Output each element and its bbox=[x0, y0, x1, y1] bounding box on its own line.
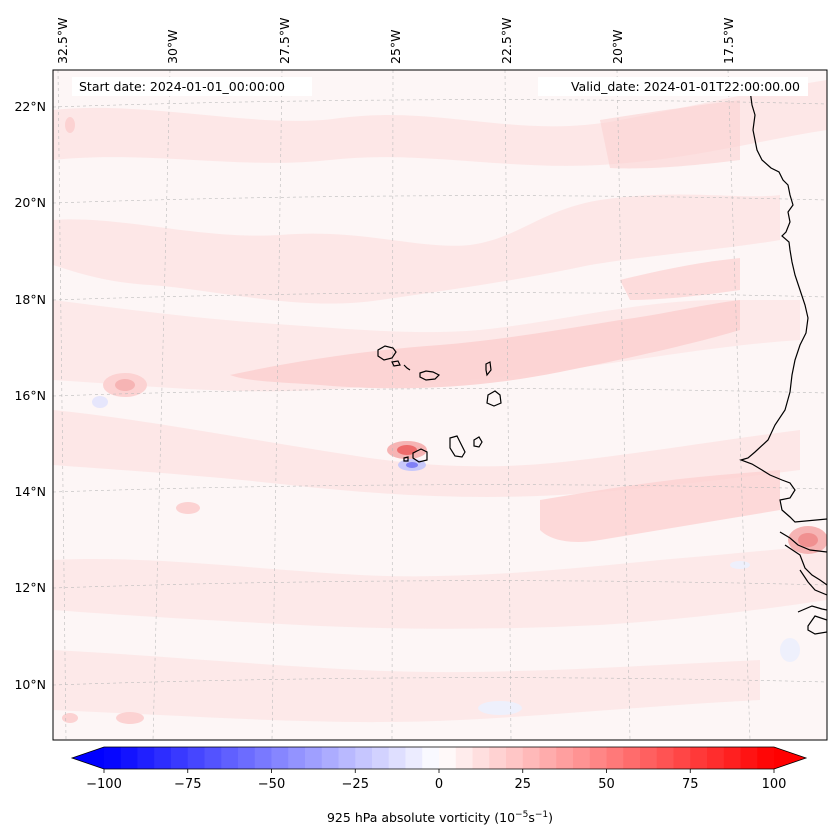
map-background bbox=[53, 70, 827, 740]
start-date-box bbox=[72, 77, 312, 96]
colorbar-segment bbox=[104, 747, 122, 769]
colorbar-segment bbox=[740, 747, 758, 769]
colorbar-segment bbox=[321, 747, 339, 769]
valid-date-box bbox=[538, 77, 808, 96]
colorbar-segment bbox=[271, 747, 289, 769]
colorbar-segment bbox=[640, 747, 658, 769]
colorbar-segment bbox=[120, 747, 138, 769]
colorbar-segment bbox=[254, 747, 272, 769]
colorbar-segment bbox=[238, 747, 256, 769]
colorbar-segment bbox=[355, 747, 373, 769]
start-date-label: Start date: 2024-01-01_00:00:00 bbox=[79, 79, 285, 94]
colorbar-segment bbox=[405, 747, 423, 769]
colorbar-tick-label: −75 bbox=[174, 777, 201, 792]
colorbar-segment bbox=[221, 747, 239, 769]
colorbar-tick-label: 100 bbox=[762, 777, 787, 792]
lon-label-22-5w: 22.5°W bbox=[499, 18, 514, 64]
colorbar-segment bbox=[606, 747, 624, 769]
cape-verde-islands bbox=[377, 345, 502, 463]
colorbar-extend-min bbox=[72, 747, 104, 769]
lon-label-27-5w: 27.5°W bbox=[277, 18, 292, 64]
colorbar-segment bbox=[288, 747, 306, 769]
colorbar-extend-max bbox=[774, 747, 806, 769]
lon-label-20w: 20°W bbox=[610, 29, 625, 64]
colorbar-segment bbox=[723, 747, 741, 769]
colorbar-segment bbox=[556, 747, 574, 769]
colorbar-segment bbox=[489, 747, 507, 769]
colorbar-tick-label: 25 bbox=[514, 777, 531, 792]
lat-label-16n: 16°N bbox=[14, 388, 46, 403]
colorbar-segment bbox=[757, 747, 775, 769]
lon-label-25w: 25°W bbox=[388, 29, 403, 64]
colorbar: −100 −75 −50 −25 0 25 50 75 100 925 hPa absolute… bbox=[70, 746, 808, 825]
lon-label-32-5w: 32.5°W bbox=[55, 18, 70, 64]
colorbar-segment bbox=[154, 747, 172, 769]
colorbar-segment bbox=[187, 747, 205, 769]
colorbar-segment bbox=[372, 747, 390, 769]
colorbar-tick-label: 0 bbox=[435, 777, 443, 792]
lat-label-20n: 20°N bbox=[14, 195, 46, 210]
lon-label-30w: 30°W bbox=[165, 29, 180, 64]
colorbar-segment bbox=[539, 747, 557, 769]
map-frame bbox=[52, 69, 828, 741]
colorbar-segment bbox=[472, 747, 490, 769]
colorbar-tick-label: −50 bbox=[258, 777, 285, 792]
colorbar-segment bbox=[673, 747, 691, 769]
colorbar-segment bbox=[623, 747, 641, 769]
colorbar-segment bbox=[171, 747, 189, 769]
coastline-africa bbox=[739, 89, 827, 635]
colorbar-segment bbox=[455, 747, 473, 769]
colorbar-tick-label: −100 bbox=[86, 777, 122, 792]
lat-label-22n: 22°N bbox=[14, 99, 46, 114]
colorbar-segment bbox=[690, 747, 708, 769]
colorbar-segment bbox=[439, 747, 457, 769]
lon-label-17-5w: 17.5°W bbox=[721, 18, 736, 64]
colorbar-tick-label: −25 bbox=[342, 777, 369, 792]
colorbar-tick-label: 50 bbox=[598, 777, 615, 792]
colorbar-ticks: −100 −75 −50 −25 0 25 50 75 100 bbox=[86, 769, 786, 792]
colorbar-segment bbox=[422, 747, 440, 769]
colorbar-segment bbox=[707, 747, 725, 769]
colorbar-segment bbox=[388, 747, 406, 769]
lat-label-10n: 10°N bbox=[14, 677, 46, 692]
colorbar-tick-label: 75 bbox=[682, 777, 699, 792]
latitude-labels: 22°N 20°N 18°N 16°N 14°N 12°N 10°N bbox=[14, 99, 46, 692]
colorbar-title: 925 hPa absolute vorticity (10−5s−1) bbox=[327, 810, 553, 825]
colorbar-segment bbox=[204, 747, 222, 769]
colorbar-segment bbox=[589, 747, 607, 769]
colorbar-segment bbox=[522, 747, 540, 769]
colorbar-segment bbox=[656, 747, 674, 769]
longitude-labels: 32.5°W 30°W 27.5°W 25°W 22.5°W 20°W 17.5… bbox=[55, 18, 736, 64]
lat-label-14n: 14°N bbox=[14, 484, 46, 499]
colorbar-segments bbox=[72, 747, 806, 769]
lat-label-18n: 18°N bbox=[14, 292, 46, 307]
valid-date-label: Valid_date: 2024-01-01T22:00:00.00 bbox=[571, 79, 800, 94]
colorbar-segment bbox=[137, 747, 155, 769]
colorbar-segment bbox=[338, 747, 356, 769]
lat-label-12n: 12°N bbox=[14, 580, 46, 595]
vorticity-field bbox=[53, 80, 827, 724]
colorbar-segment bbox=[305, 747, 323, 769]
colorbar-segment bbox=[573, 747, 591, 769]
colorbar-segment bbox=[506, 747, 524, 769]
gridlines bbox=[53, 70, 827, 740]
